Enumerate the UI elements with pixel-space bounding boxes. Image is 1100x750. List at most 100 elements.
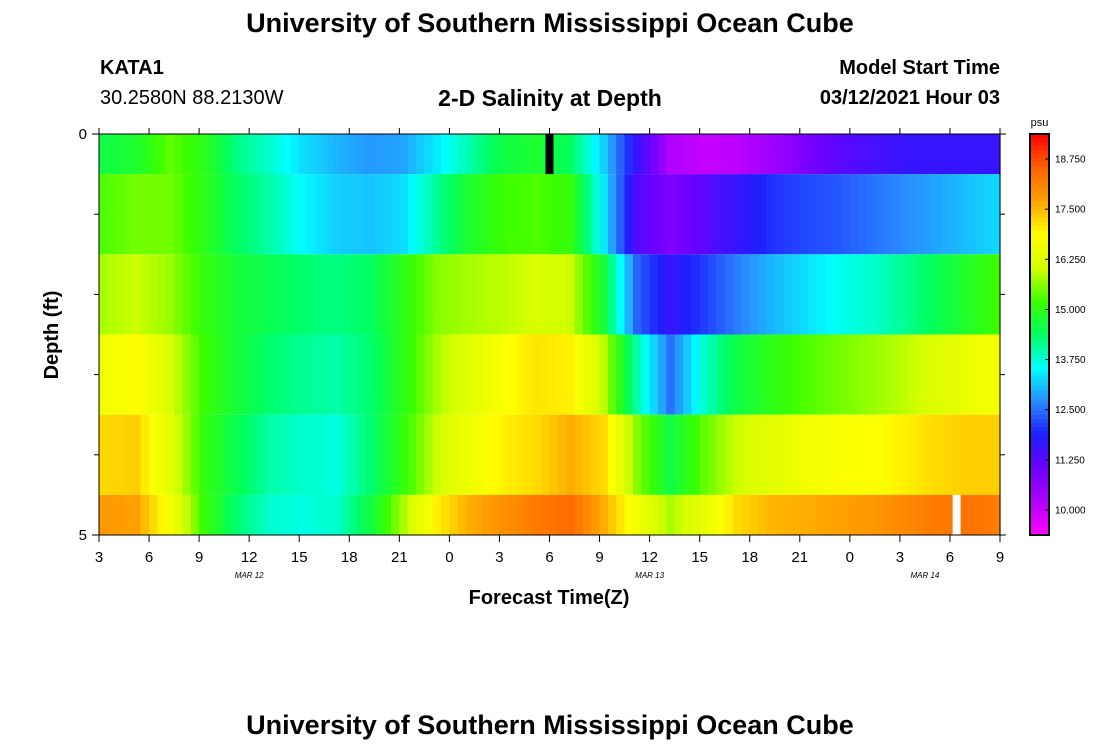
station-coordinates: 30.2580N 88.2130W (100, 87, 284, 109)
heatmap-cell (916, 134, 926, 175)
heatmap-cell (182, 334, 192, 415)
heatmap-cell (974, 334, 984, 415)
heatmap-cell (541, 334, 551, 415)
heatmap-cell (891, 414, 901, 495)
heatmap-cell (824, 494, 834, 535)
heatmap-cell (591, 174, 601, 255)
heatmap-cell (282, 174, 292, 255)
colorbar-segment (1030, 338, 1049, 344)
heatmap-cell (716, 334, 726, 415)
heatmap-cell (758, 174, 767, 255)
colorbar-segment (1030, 190, 1049, 195)
heatmap-cell (207, 134, 217, 175)
heatmap-cell (307, 494, 317, 535)
heatmap-cell (641, 174, 651, 255)
heatmap-cell (424, 494, 434, 535)
heatmap-cell (866, 414, 876, 495)
heatmap-cell (557, 134, 567, 175)
heatmap-cell (657, 334, 667, 415)
heatmap-cell (657, 414, 667, 495)
heatmap-cell (140, 134, 150, 175)
heatmap-cell (299, 134, 309, 175)
colorbar-segment (1030, 206, 1049, 211)
heatmap-cell (566, 334, 576, 415)
colorbar-segment (1030, 406, 1049, 412)
heatmap-cell (265, 494, 275, 535)
heatmap-cell (399, 254, 409, 335)
heatmap-cell (416, 174, 425, 255)
colorbar-segment (1030, 278, 1049, 283)
heatmap-cell (516, 134, 526, 175)
colorbar-segment (1030, 274, 1049, 279)
heatmap-cell (474, 494, 484, 535)
heatmap-cell (132, 174, 142, 255)
heatmap-cell (357, 134, 367, 175)
heatmap-cell (165, 414, 175, 495)
heatmap-cell (916, 254, 926, 335)
heatmap-cell (566, 494, 576, 535)
model-start-value: 03/12/2021 Hour 03 (819, 87, 1000, 109)
model-start-label: Model Start Time (839, 57, 1000, 79)
heatmap-cell (365, 494, 375, 535)
colorbar-segment (1030, 358, 1049, 364)
heatmap-cell (315, 414, 325, 495)
heatmap-cell (916, 414, 926, 495)
heatmap-cell (958, 334, 968, 415)
heatmap-cell (315, 174, 325, 255)
colorbar-segment (1030, 234, 1049, 239)
heatmap-cell (883, 134, 893, 175)
heatmap-cell (124, 414, 133, 495)
heatmap-cell (716, 414, 726, 495)
heatmap-cell (799, 334, 809, 415)
heatmap-cell (224, 134, 234, 175)
heatmap-cell (115, 334, 125, 415)
heatmap-cell (833, 334, 843, 415)
heatmap-cell (991, 494, 1001, 535)
heatmap-cell (874, 414, 884, 495)
colorbar-tick-label: 11.250 (1055, 455, 1085, 466)
heatmap-cell (899, 174, 909, 255)
heatmap-cell (449, 254, 459, 335)
heatmap-cell (582, 254, 592, 335)
heatmap-cell (115, 414, 125, 495)
heatmap-cell (307, 254, 317, 335)
heatmap-cell (474, 174, 484, 255)
heatmap-cell (991, 174, 1001, 255)
heatmap-cell (641, 334, 651, 415)
heatmap-cell (199, 254, 209, 335)
heatmap-cell (399, 174, 409, 255)
heatmap-cell (499, 134, 509, 175)
heatmap-cell (182, 254, 192, 335)
colorbar-segment (1030, 286, 1049, 291)
heatmap-cell (115, 254, 125, 335)
heatmap-cell (232, 494, 242, 535)
heatmap-cell (941, 134, 951, 175)
heatmap-cell (182, 494, 192, 535)
heatmap-cell (407, 494, 417, 535)
heatmap-cell (724, 134, 734, 175)
heatmap-cell (808, 134, 818, 175)
heatmap-cell (791, 254, 801, 335)
colorbar-segment (1030, 290, 1049, 295)
heatmap-cell (449, 334, 459, 415)
heatmap-cell (816, 494, 826, 535)
heatmap-cell (482, 254, 492, 335)
heatmap-cell (399, 134, 409, 175)
heatmap-cell (249, 134, 259, 175)
colorbar-segment (1030, 202, 1049, 207)
heatmap-cell (507, 334, 517, 415)
heatmap-cell (482, 494, 492, 535)
colorbar-segment (1030, 342, 1049, 348)
heatmap-cell (899, 494, 909, 535)
heatmap-cell (249, 174, 259, 255)
heatmap-cell (507, 254, 517, 335)
heatmap-cell (766, 334, 776, 415)
heatmap-cell (315, 254, 325, 335)
heatmap-cell (908, 334, 918, 415)
colorbar-segment (1030, 494, 1049, 500)
heatmap-cell (599, 174, 609, 255)
heatmap-cell (958, 254, 968, 335)
heatmap-cell (257, 254, 267, 335)
colorbar-segment (1030, 306, 1049, 312)
